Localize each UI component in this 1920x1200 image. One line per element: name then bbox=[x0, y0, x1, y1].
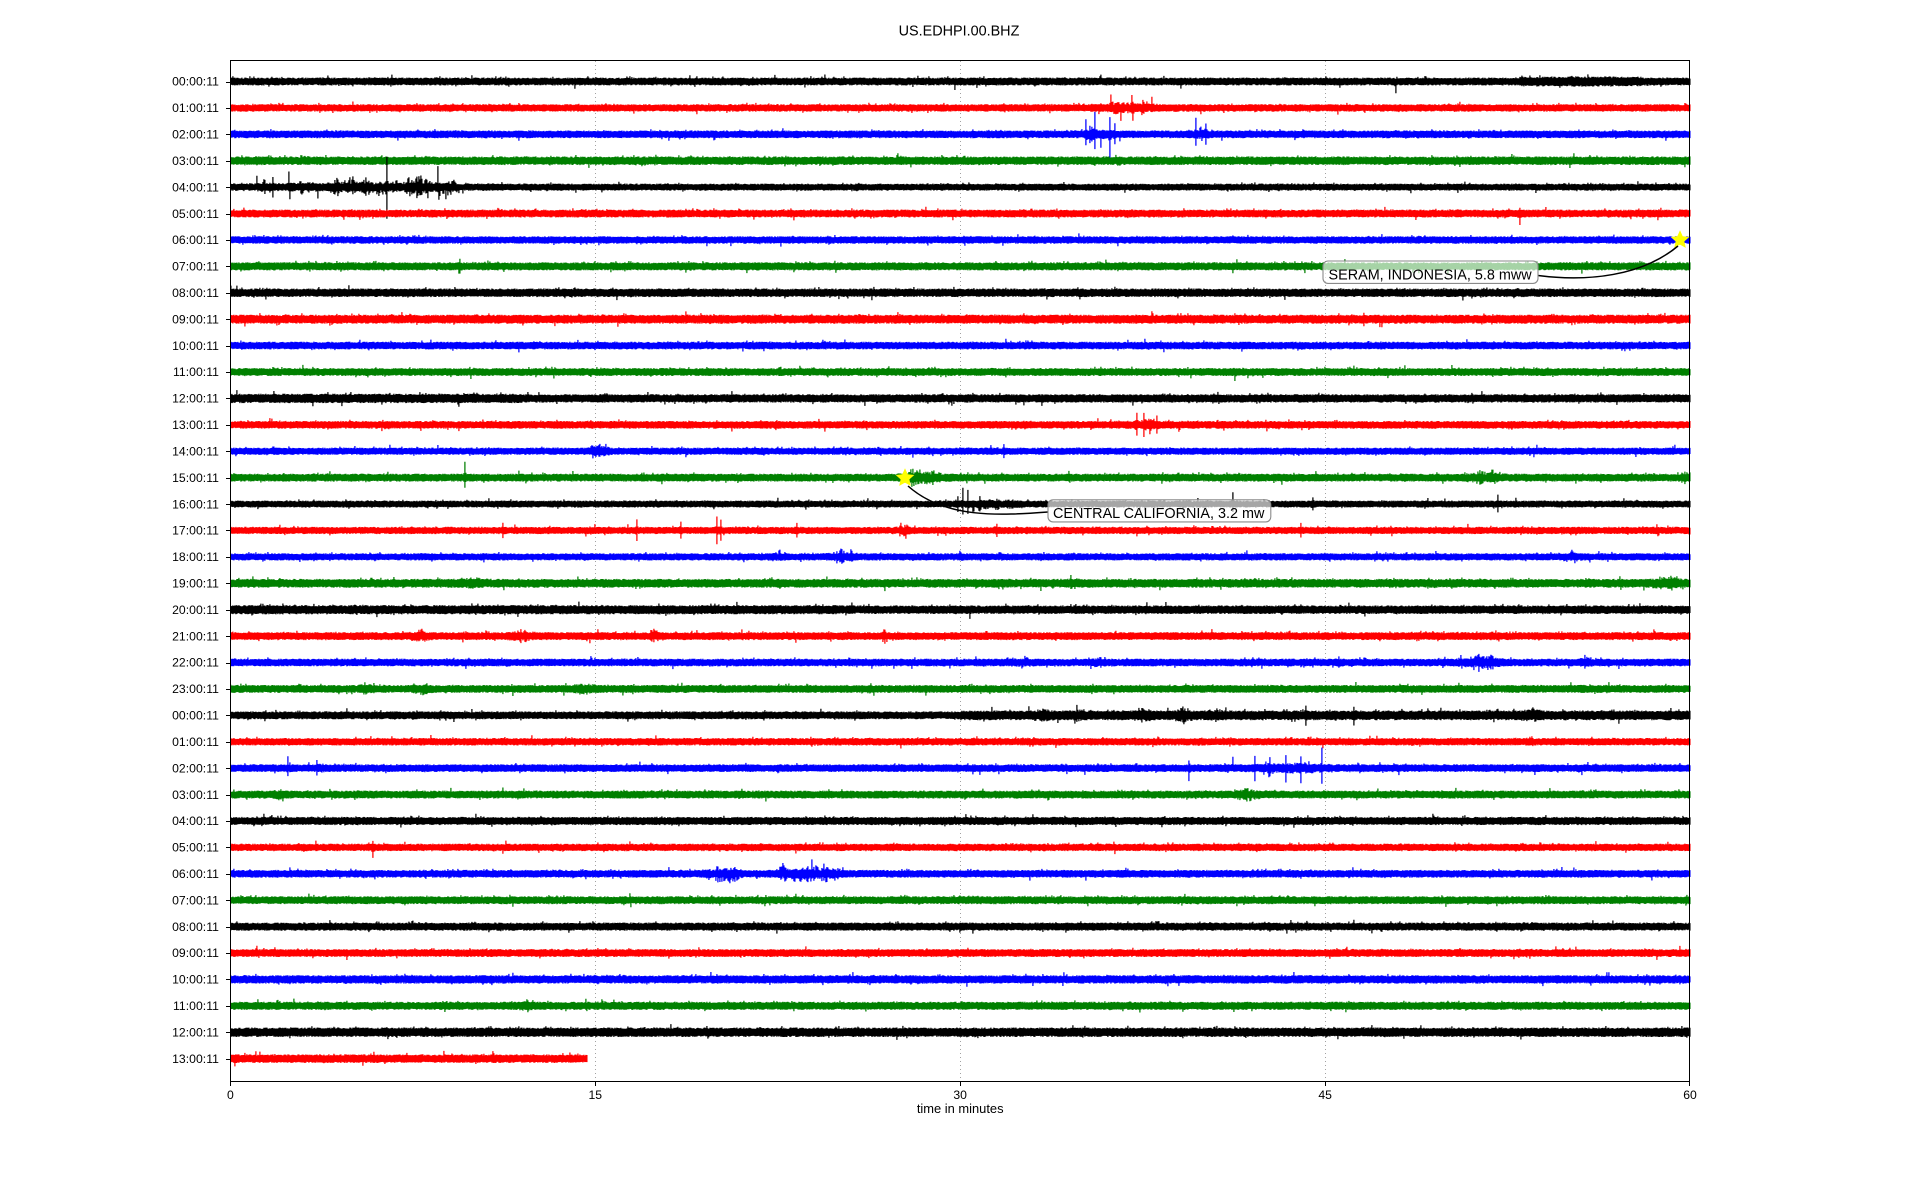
svg-text:SERAM, INDONESIA, 5.8 mww: SERAM, INDONESIA, 5.8 mww bbox=[1329, 268, 1533, 284]
svg-text:00:00:11: 00:00:11 bbox=[172, 709, 219, 723]
svg-text:09:00:11: 09:00:11 bbox=[172, 312, 219, 326]
svg-text:22:00:11: 22:00:11 bbox=[172, 656, 219, 670]
svg-text:US.EDHPI.00.BHZ: US.EDHPI.00.BHZ bbox=[899, 23, 1020, 39]
svg-text:03:00:11: 03:00:11 bbox=[172, 788, 219, 802]
svg-text:02:00:11: 02:00:11 bbox=[172, 128, 219, 142]
svg-text:12:00:11: 12:00:11 bbox=[172, 392, 219, 406]
svg-text:08:00:11: 08:00:11 bbox=[172, 920, 219, 934]
svg-text:11:00:11: 11:00:11 bbox=[173, 365, 219, 379]
svg-text:30: 30 bbox=[953, 1088, 967, 1102]
svg-text:13:00:11: 13:00:11 bbox=[172, 1052, 219, 1066]
svg-text:16:00:11: 16:00:11 bbox=[172, 497, 219, 511]
svg-text:12:00:11: 12:00:11 bbox=[172, 1025, 219, 1039]
svg-text:06:00:11: 06:00:11 bbox=[172, 867, 219, 881]
svg-text:04:00:11: 04:00:11 bbox=[172, 180, 219, 194]
svg-text:07:00:11: 07:00:11 bbox=[172, 893, 219, 907]
svg-text:01:00:11: 01:00:11 bbox=[172, 101, 219, 115]
svg-text:0: 0 bbox=[227, 1088, 234, 1102]
svg-text:14:00:11: 14:00:11 bbox=[172, 444, 219, 458]
svg-text:60: 60 bbox=[1683, 1088, 1697, 1102]
svg-text:45: 45 bbox=[1318, 1088, 1332, 1102]
svg-text:03:00:11: 03:00:11 bbox=[172, 154, 219, 168]
svg-text:02:00:11: 02:00:11 bbox=[172, 761, 219, 775]
svg-text:06:00:11: 06:00:11 bbox=[172, 233, 219, 247]
svg-text:08:00:11: 08:00:11 bbox=[172, 286, 219, 300]
svg-text:18:00:11: 18:00:11 bbox=[172, 550, 219, 564]
svg-text:15:00:11: 15:00:11 bbox=[172, 471, 219, 485]
svg-text:13:00:11: 13:00:11 bbox=[172, 418, 219, 432]
svg-text:23:00:11: 23:00:11 bbox=[172, 682, 219, 696]
svg-text:09:00:11: 09:00:11 bbox=[172, 946, 219, 960]
svg-text:07:00:11: 07:00:11 bbox=[172, 260, 219, 274]
svg-text:10:00:11: 10:00:11 bbox=[172, 339, 219, 353]
svg-text:11:00:11: 11:00:11 bbox=[173, 999, 219, 1013]
svg-text:21:00:11: 21:00:11 bbox=[172, 629, 219, 643]
svg-text:05:00:11: 05:00:11 bbox=[172, 207, 219, 221]
svg-text:17:00:11: 17:00:11 bbox=[172, 524, 219, 538]
svg-text:00:00:11: 00:00:11 bbox=[172, 75, 219, 89]
svg-text:01:00:11: 01:00:11 bbox=[172, 735, 219, 749]
svg-text:10:00:11: 10:00:11 bbox=[172, 973, 219, 987]
svg-text:15: 15 bbox=[589, 1088, 603, 1102]
svg-text:time in minutes: time in minutes bbox=[917, 1101, 1004, 1116]
svg-text:19:00:11: 19:00:11 bbox=[172, 576, 219, 590]
svg-text:20:00:11: 20:00:11 bbox=[172, 603, 219, 617]
svg-text:CENTRAL CALIFORNIA, 3.2 mw: CENTRAL CALIFORNIA, 3.2 mw bbox=[1053, 506, 1265, 522]
svg-text:05:00:11: 05:00:11 bbox=[172, 841, 219, 855]
svg-text:04:00:11: 04:00:11 bbox=[172, 814, 219, 828]
